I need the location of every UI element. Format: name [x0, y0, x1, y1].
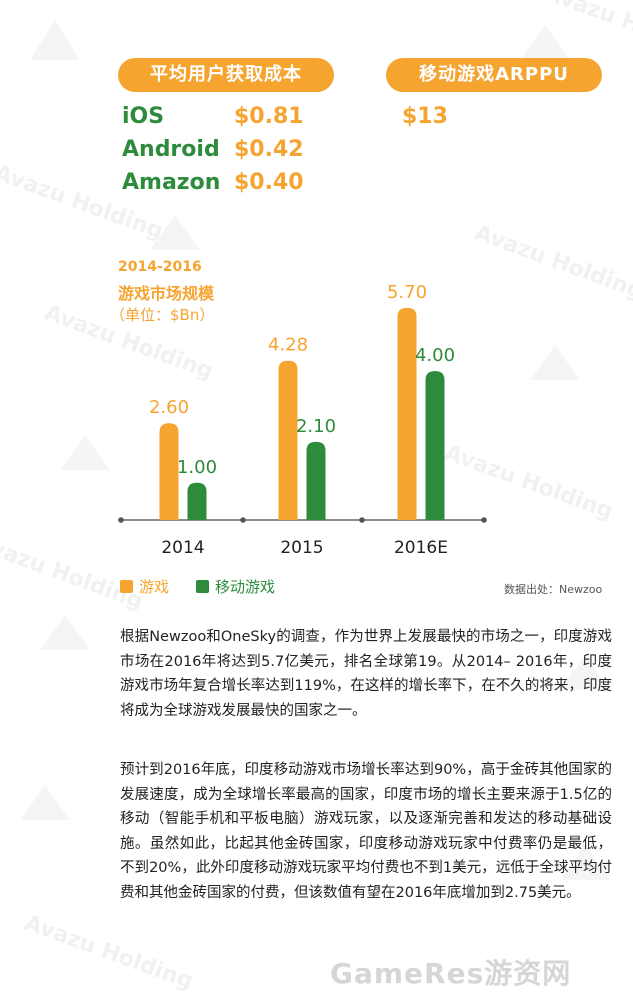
chart-title-years: 2014-2016 [118, 259, 202, 275]
legend-games-swatch [120, 580, 133, 593]
cost-header: 平均用户获取成本 [118, 58, 334, 92]
bar-value-label: 4.00 [415, 345, 455, 366]
x-tick-label: 2016E [394, 538, 448, 558]
axis-tick-dot [481, 517, 487, 523]
market-size-chart: 2.60 1.00 2014 4.28 2.10 2015 5.70 4.00 2016E [118, 282, 487, 558]
bar-value-label: 2.60 [149, 397, 189, 418]
axis-tick-dot [359, 517, 365, 523]
arppu-value: $13 [402, 104, 448, 129]
bar-value-label: 5.70 [387, 282, 427, 303]
footer-brand: GameRes游资网 [330, 957, 572, 990]
platform-amazon: Amazon [122, 170, 221, 195]
legend-mobile-label: 移动游戏 [215, 578, 276, 596]
bar-games [397, 307, 417, 520]
data-source: 数据出处：Newzoo [504, 583, 603, 596]
axis-tick-dot [118, 517, 124, 523]
bar-mobile-games [306, 441, 326, 520]
platform-android: Android [122, 137, 220, 162]
cost-android: $0.42 [234, 137, 304, 162]
bar-value-label: 4.28 [268, 335, 308, 356]
bar-mobile-games [187, 482, 207, 520]
chart-unit: （单位：$Bn） [110, 306, 215, 324]
platform-ios: iOS [122, 104, 165, 129]
cost-ios: $0.81 [234, 104, 304, 129]
legend-mobile-games: 移动游戏 [196, 576, 275, 597]
bar-value-label: 2.10 [296, 416, 336, 437]
bar-mobile-games [425, 371, 445, 520]
legend-games: 游戏 [120, 576, 169, 597]
legend-games-label: 游戏 [139, 578, 170, 596]
paragraph-1: 根据Newzoo和OneSky的调查，作为世界上发展最快的市场之一，印度游戏市场… [120, 629, 612, 719]
paragraph-2: 预计到2016年底，印度移动游戏市场增长率达到90%，高于金砖其他国家的发展速度… [120, 762, 612, 901]
arppu-header: 移动游戏ARPPU [386, 58, 602, 92]
axis-tick-dot [240, 517, 246, 523]
cost-amazon: $0.40 [234, 170, 304, 195]
x-tick-label: 2014 [161, 538, 204, 558]
x-tick-label: 2015 [280, 538, 323, 558]
legend-mobile-swatch [196, 580, 209, 593]
bar-games [159, 423, 179, 520]
chart-title: 游戏市场规模 [118, 284, 215, 303]
bar-value-label: 1.00 [177, 457, 217, 478]
bar-games [278, 360, 298, 520]
